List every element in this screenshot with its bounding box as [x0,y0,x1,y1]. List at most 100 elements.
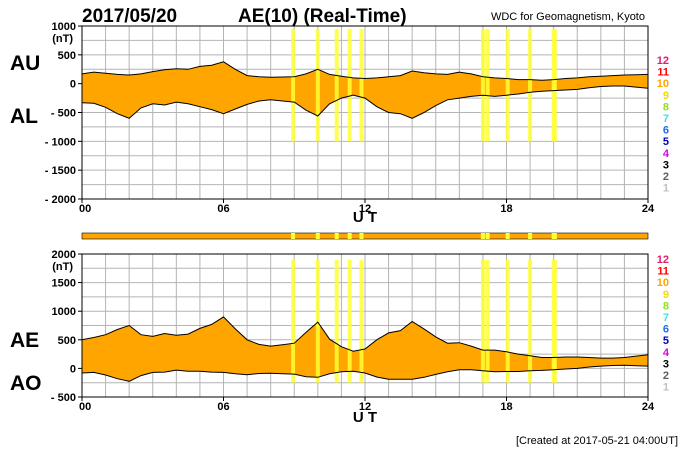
strip-bar [81,232,649,240]
station-legend-label: 1 [663,183,669,195]
highlight-bar [552,28,557,142]
highlight-bar [485,259,490,383]
y-tick-label: - 1500 [45,165,76,177]
panel2-xlabel: U T [353,409,377,426]
panel1-xlabel: U T [353,209,377,226]
series-line-AU [81,61,649,81]
y-tick-label: 500 [58,335,76,347]
station-legend-label: 11 [657,266,669,278]
highlight-bar [334,28,339,142]
x-tick-label: 18 [500,203,512,215]
highlight-bar [505,259,510,383]
station-legend-label: 6 [663,125,669,137]
highlight-bar [315,28,320,142]
band-fill [82,61,648,119]
panel2-unit: (nT) [52,261,73,273]
x-tick-label: 06 [217,203,229,215]
created-timestamp: [Created at 2017-05-21 04:00UT] [516,435,678,447]
strip-highlight [485,233,490,239]
strip-highlight [480,233,485,239]
x-tick-label: 18 [500,401,512,413]
y-tick-label: 1000 [52,306,76,318]
x-tick-label: 24 [642,203,655,215]
panel2-upper-label: AE [10,329,39,352]
station-legend-label: 10 [657,78,669,90]
y-tick-label: - 500 [51,108,76,120]
station-legend-label: 2 [663,370,669,382]
highlight-bar [480,259,485,383]
station-legend-label: 4 [663,148,670,160]
grid [82,254,648,397]
x-tick-label: 12 [359,401,371,413]
highlight-bar [347,28,352,142]
station-legend-label: 10 [657,277,669,289]
highlight-bar [347,259,352,383]
y-tick-label: 500 [58,50,76,62]
y-tick-label: 1000 [52,21,76,33]
series-line-AO [81,364,649,382]
station-legend-label: 6 [663,324,669,336]
y-tick-label: - 500 [51,392,76,404]
highlight-bar [480,28,485,142]
highlight-bar [315,259,320,383]
chart-title: AE(10) (Real-Time) [238,6,407,27]
y-tick-label: - 1000 [45,136,76,148]
y-tick-label: 2000 [52,249,76,261]
series-line-AE [81,316,649,359]
source-label: WDC for Geomagnetism, Kyoto [491,11,645,23]
strip-highlight [315,233,320,239]
station-legend-label: 2 [663,171,669,183]
x-tick-label: 06 [217,401,229,413]
highlight-bar [505,28,510,142]
highlight-bar [528,28,533,142]
activity-strip [81,232,649,240]
station-legend-label: 5 [663,136,669,148]
strip-highlight [347,233,352,239]
highlight-bar [291,28,296,142]
y-tick-label: 0 [70,79,76,91]
x-tick-label: 12 [359,203,371,215]
highlight-bar [291,259,296,383]
station-legend-label: 4 [663,347,670,359]
highlight-bar [359,28,364,142]
station-legend-label: 8 [663,300,669,312]
panel2-lower-label: AO [10,372,42,395]
series-line-AL [81,85,649,119]
station-legend-label: 7 [663,113,669,125]
strip-highlight [552,233,557,239]
station-legend-label: 9 [663,90,669,102]
strip-highlight [505,233,510,239]
strip-highlight [359,233,364,239]
y-tick-label: - 2000 [45,194,76,206]
station-legend-label: 1 [663,382,669,394]
x-tick-label: 24 [642,401,655,413]
highlight-bar [334,259,339,383]
highlight-bar [552,259,557,383]
station-legend-label: 12 [657,254,669,266]
strip-highlight [528,233,533,239]
y-tick-label: 1500 [52,278,76,290]
strip-highlight [334,233,339,239]
strip-highlight [291,233,296,239]
station-legend-label: 7 [663,312,669,324]
panel1-lower-label: AL [10,105,38,128]
station-legend-label: 8 [663,101,669,113]
panel1-upper-label: AU [10,52,40,75]
panel1-unit: (nT) [52,33,73,45]
x-tick-label: 00 [79,203,91,215]
date-label: 2017/05/20 [82,6,177,27]
grid [82,26,648,199]
highlight-bar [359,259,364,383]
station-legend-label: 5 [663,335,669,347]
highlight-bar [528,259,533,383]
x-tick-label: 00 [79,401,91,413]
station-legend-label: 12 [657,55,669,67]
station-legend-label: 3 [663,159,669,171]
station-legend-label: 9 [663,289,669,301]
